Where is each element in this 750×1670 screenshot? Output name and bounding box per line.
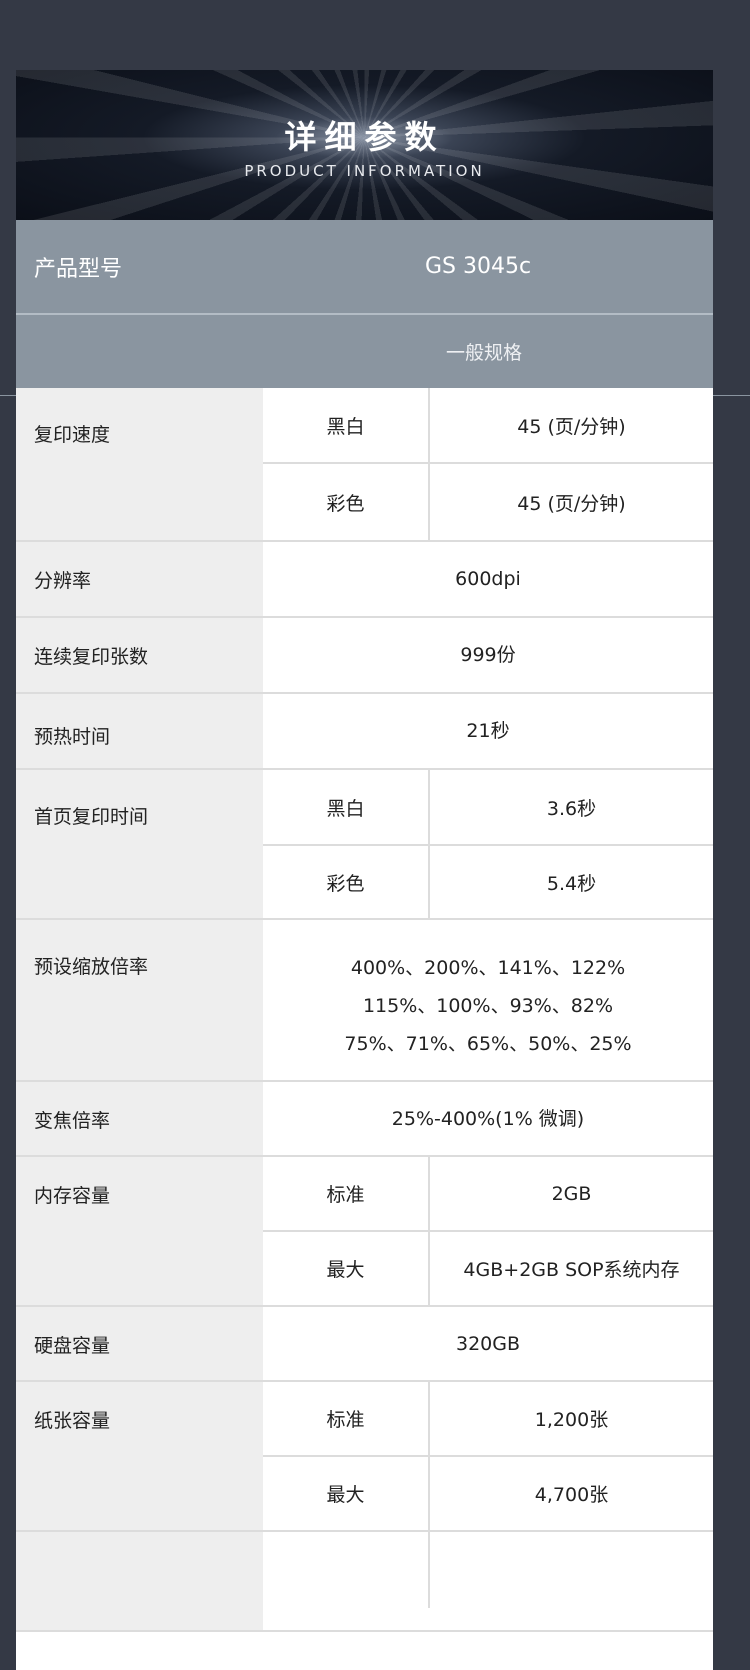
- row-value: 4GB+2GB SOP系统内存: [463, 1259, 680, 1281]
- row-label: 复印速度: [16, 388, 263, 540]
- table-row: 变焦倍率 25%-400%(1% 微调): [16, 1082, 713, 1157]
- row-label: 预热时间: [16, 694, 263, 768]
- row-label: 预设缩放倍率: [16, 920, 263, 1080]
- sub-label: 最大: [263, 1457, 430, 1530]
- sub-label: 彩色: [263, 846, 430, 918]
- sub-label: 标准: [263, 1157, 430, 1230]
- row-value: 600dpi: [455, 568, 521, 590]
- banner-background: [16, 70, 713, 220]
- row-label: 首页复印时间: [16, 770, 263, 918]
- table-row: 复印速度 黑白 45 (页/分钟) 彩色 45 (页/分钟): [16, 388, 713, 542]
- row-value: 45 (页/分钟): [517, 415, 626, 438]
- table-row: 连续复印张数 999份: [16, 618, 713, 694]
- row-value: 4,700张: [534, 1484, 609, 1506]
- banner-subtitle: PRODUCT INFORMATION: [244, 162, 485, 180]
- table-row: 内存容量 标准 2GB 最大 4GB+2GB SOP系统内存: [16, 1157, 713, 1307]
- table-row: 预设缩放倍率 400%、200%、141%、122% 115%、100%、93%…: [16, 920, 713, 1082]
- row-value-line: 115%、100%、93%、82%: [362, 995, 614, 1017]
- table-row: 首页复印时间 黑白 3.6秒 彩色 5.4秒: [16, 770, 713, 920]
- sub-label: 彩色: [263, 464, 430, 540]
- model-row: 产品型号 GS 3045c: [16, 220, 713, 315]
- row-value-line: 75%、71%、65%、50%、25%: [344, 1033, 632, 1055]
- banner: 详细参数 PRODUCT INFORMATION: [16, 70, 713, 220]
- row-value: 2GB: [551, 1182, 592, 1205]
- row-value-line: 400%、200%、141%、122%: [350, 957, 626, 979]
- row-value: 25%-400%(1% 微调): [391, 1107, 585, 1130]
- table-row: 分辨率 600dpi: [16, 542, 713, 618]
- row-value: 45 (页/分钟): [517, 492, 626, 515]
- sub-label: 黑白: [263, 770, 430, 844]
- row-label: 连续复印张数: [16, 618, 263, 692]
- banner-title: 详细参数: [284, 118, 445, 156]
- sub-label: 黑白: [263, 388, 430, 462]
- row-value: 21秒: [466, 720, 510, 742]
- row-label: 内存容量: [16, 1157, 263, 1305]
- row-label: 分辨率: [16, 542, 263, 616]
- model-value: GS 3045c: [424, 254, 532, 279]
- model-label: 产品型号: [34, 256, 123, 282]
- section-header: 一般规格: [16, 315, 713, 388]
- row-value: 3.6秒: [546, 797, 597, 820]
- row-label: 纸张容量: [16, 1382, 263, 1530]
- row-value: 999份: [460, 644, 516, 666]
- sub-label: 标准: [263, 1382, 430, 1455]
- table-row: 预热时间 21秒: [16, 694, 713, 770]
- section-title: 一般规格: [446, 342, 523, 364]
- sub-label: 最大: [263, 1232, 430, 1305]
- row-value: 320GB: [455, 1332, 521, 1355]
- table-row: 硬盘容量 320GB: [16, 1307, 713, 1382]
- row-value: 5.4秒: [546, 872, 597, 895]
- table-row: 纸张容量 标准 1,200张 最大 4,700张: [16, 1382, 713, 1532]
- row-label: 变焦倍率: [16, 1082, 263, 1155]
- row-value: 1,200张: [534, 1409, 609, 1431]
- spec-card: 详细参数 PRODUCT INFORMATION 产品型号 GS 3045c 一…: [16, 70, 713, 1670]
- row-label: 硬盘容量: [16, 1307, 263, 1380]
- table-row-partial: [16, 1532, 713, 1632]
